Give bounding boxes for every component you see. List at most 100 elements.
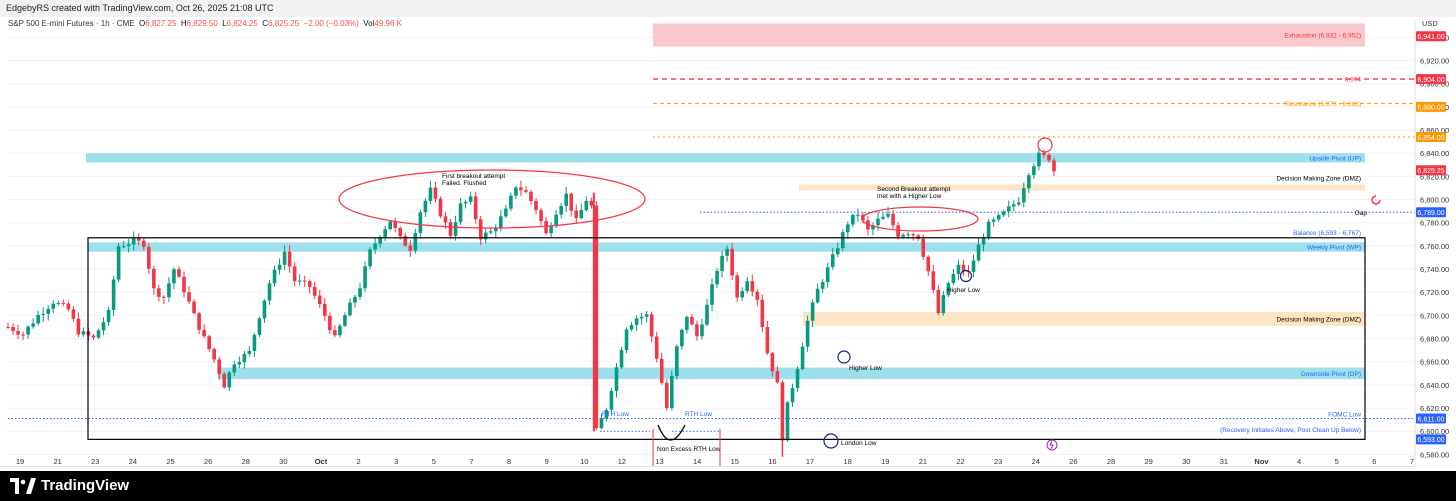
price-tag-text: 6,611.00 <box>1418 416 1445 423</box>
price-tick-label: 6,800.00 <box>1420 196 1449 205</box>
event-icon <box>1049 440 1054 450</box>
candle-body <box>277 264 282 270</box>
time-tick-label: 23 <box>994 457 1002 466</box>
candle-body <box>810 302 815 321</box>
candle-body <box>599 418 604 429</box>
brand-name: TradingView <box>41 477 130 494</box>
resistance-label: Resistance (6,878 - 6,888) <box>1284 101 1361 108</box>
candle-body <box>267 283 272 301</box>
candle-body <box>443 216 448 223</box>
candle-body <box>353 296 357 303</box>
weekly-pivot-zone <box>88 242 1365 252</box>
top-bar: EdgebyRS created with TradingView.com, O… <box>0 0 1456 17</box>
tradingview-logo[interactable]: TradingView <box>10 477 129 494</box>
candle-body <box>478 219 483 240</box>
candle-body <box>333 330 337 336</box>
candle-body <box>951 273 956 284</box>
candle-body <box>202 329 206 337</box>
gap-label: Gap <box>1355 210 1368 217</box>
time-tick-label: 18 <box>844 457 852 466</box>
candle-body <box>680 329 684 347</box>
candle-body <box>468 196 473 202</box>
candle-body <box>539 210 543 222</box>
candle-body <box>96 330 101 338</box>
candle-body <box>815 288 820 303</box>
candle-body <box>26 326 30 335</box>
candle-body <box>91 335 96 338</box>
time-tick-label: 5 <box>432 457 436 466</box>
balance-box <box>87 237 1366 440</box>
candle-body <box>795 369 800 388</box>
change-value: −2.00 (−0.03%) <box>303 19 359 28</box>
candle-body <box>604 409 609 419</box>
overlays: Balance (6,593 - 6,767) First breakout at… <box>87 137 1381 466</box>
time-tick-label: 9 <box>545 457 549 466</box>
candle-body <box>317 295 322 305</box>
candle-body <box>916 235 921 239</box>
candle-body <box>348 302 352 316</box>
candle-body <box>840 232 845 249</box>
price-axis: 6,580.00 6,600.00 6,620.00 6,640.00 6,660.00… <box>1414 20 1449 466</box>
candle-body <box>690 316 694 325</box>
first-breakout-line1: First breakout attempt <box>442 173 505 180</box>
candle-body <box>554 214 558 227</box>
replay-icon[interactable] <box>1371 195 1381 205</box>
candle-body <box>101 322 106 331</box>
time-tick-label: 25 <box>166 457 174 466</box>
first-breakout-line2: Failed. Flushed <box>442 180 487 187</box>
candle-body <box>941 295 946 314</box>
candle-body <box>745 281 750 292</box>
candle-body <box>559 205 563 215</box>
candle-body <box>388 221 392 230</box>
candle-body <box>212 349 216 360</box>
candle-body <box>433 187 438 199</box>
candle-body <box>31 323 35 327</box>
downside-pivot-label: Downside Pivot (DP) <box>1301 371 1361 378</box>
price-tick-label: 6,740.00 <box>1420 265 1449 274</box>
time-tick-label: 13 <box>655 457 663 466</box>
candle-body <box>121 246 126 248</box>
candle-body <box>408 245 413 251</box>
time-tick-label: 30 <box>1182 457 1190 466</box>
upside-pivot-zone <box>86 153 1365 163</box>
candle-body <box>1027 175 1031 189</box>
candle-body <box>363 266 367 289</box>
price-tag <box>1416 132 1446 143</box>
candle-body <box>544 221 548 234</box>
candle-body <box>328 315 332 331</box>
candle-body <box>971 260 976 272</box>
rth-low-label: RTH Low <box>685 411 712 418</box>
candle-body <box>705 304 709 325</box>
tradingview-logo-icon <box>10 477 36 494</box>
dmz-upper-label: Decision Making Zone (DMZ) <box>1276 175 1361 182</box>
candle-body <box>876 218 880 226</box>
candle-body <box>504 208 508 217</box>
candle-body <box>1047 154 1051 161</box>
candle-body <box>292 266 297 282</box>
candle-body <box>197 313 201 330</box>
candle-body <box>755 291 760 300</box>
close-value: 6,825.25 <box>268 19 300 28</box>
candle-body <box>534 200 538 211</box>
candle-body <box>187 292 191 302</box>
candle-body <box>378 237 382 244</box>
candle-body <box>659 358 664 383</box>
candle-body <box>242 353 247 363</box>
time-tick-label: 23 <box>91 457 99 466</box>
candle-body <box>41 313 46 315</box>
candle-body <box>131 238 136 245</box>
price-tag-text: 6,854.00 <box>1417 135 1444 142</box>
price-chart[interactable]: Exhaustion (6,932 - 6,952) 6,904 Resistanc… <box>0 0 1456 471</box>
price-tick-label: 6,840.00 <box>1420 149 1449 158</box>
candle-body <box>217 359 222 375</box>
symbol-legend: S&P 500 E-mini Futures · 1h · CME O6,827… <box>8 19 402 28</box>
price-tag <box>1416 434 1446 445</box>
time-tick-label: 12 <box>618 457 626 466</box>
non-excess-curve <box>657 424 686 441</box>
candle-body <box>323 304 327 316</box>
candle-body <box>147 246 151 269</box>
time-tick-label: 24 <box>129 457 137 466</box>
level-6904-label: 6,904 <box>1345 77 1362 84</box>
candle-body <box>51 303 56 309</box>
candle-body <box>247 350 252 354</box>
